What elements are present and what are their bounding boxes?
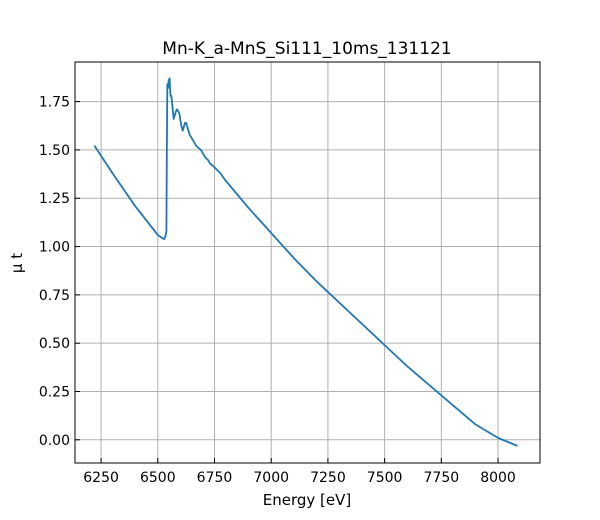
x-tick-label: 7000	[253, 470, 289, 486]
x-tick-label: 6750	[197, 470, 233, 486]
y-tick-label: 0.75	[39, 288, 70, 304]
x-axis-label: Energy [eV]	[263, 491, 351, 509]
y-tick-label: 1.00	[39, 240, 70, 256]
plot-frame	[74, 61, 541, 464]
x-tick-label: 7250	[310, 470, 346, 486]
y-tick-label: 1.50	[39, 143, 70, 159]
ticks: 6250 6500 6750 7000 7250 7500 7750 8000 0.00 0.25…	[39, 95, 516, 486]
y-tick-label: 0.25	[39, 384, 70, 400]
x-tick-label: 7750	[424, 470, 460, 486]
y-axis-label: μ t	[8, 253, 26, 273]
x-tick-label: 6500	[140, 470, 176, 486]
y-tick-label: 1.25	[39, 191, 70, 207]
chart-title: Mn-K_a-MnS_Si111_10ms_131121	[162, 39, 451, 59]
series-layer	[93, 77, 518, 447]
x-tick-label: 6250	[83, 470, 119, 486]
y-tick-label: 1.75	[39, 95, 70, 111]
x-tick-label: 8000	[480, 470, 516, 486]
y-tick-label: 0.00	[39, 433, 70, 449]
series-line	[93, 77, 518, 447]
x-tick-label: 7500	[367, 470, 403, 486]
grid	[75, 62, 540, 463]
y-tick-label: 0.50	[39, 336, 70, 352]
